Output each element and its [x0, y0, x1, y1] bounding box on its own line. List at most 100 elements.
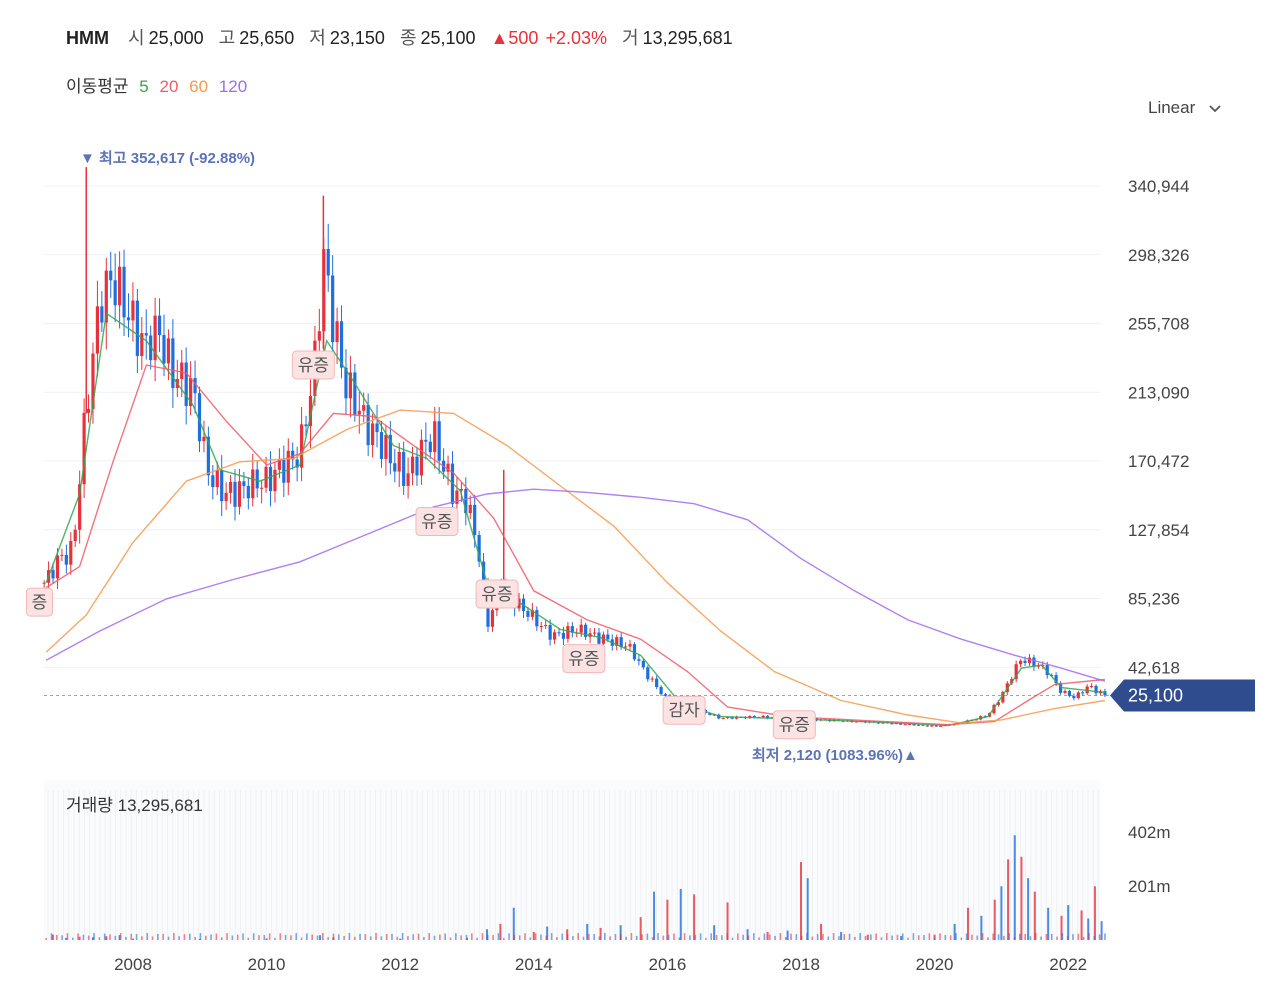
- candle-body[interactable]: [419, 439, 424, 476]
- candle-body[interactable]: [366, 405, 370, 446]
- volume-bar[interactable]: [1047, 907, 1050, 940]
- candle-body[interactable]: [708, 713, 712, 715]
- candle-body[interactable]: [1058, 683, 1063, 693]
- candle-body[interactable]: [766, 715, 770, 719]
- candle-body[interactable]: [304, 424, 308, 427]
- candle-body[interactable]: [428, 441, 432, 453]
- candle-body[interactable]: [730, 717, 734, 719]
- candle-body[interactable]: [912, 724, 916, 726]
- volume-bar[interactable]: [666, 899, 669, 940]
- candle-body[interactable]: [126, 317, 131, 321]
- candle-body[interactable]: [344, 367, 348, 399]
- candle-body[interactable]: [490, 610, 495, 627]
- candle-body[interactable]: [260, 487, 264, 489]
- candle-body[interactable]: [118, 266, 122, 306]
- candle-body[interactable]: [1014, 664, 1018, 680]
- volume-bar[interactable]: [499, 923, 502, 940]
- candle-body[interactable]: [526, 610, 530, 617]
- candle-body[interactable]: [570, 626, 574, 633]
- candle-body[interactable]: [291, 450, 295, 460]
- candle-body[interactable]: [64, 554, 68, 565]
- candle-body[interactable]: [1063, 690, 1067, 693]
- candle-body[interactable]: [974, 719, 978, 721]
- candle-body[interactable]: [100, 306, 104, 323]
- candle-body[interactable]: [353, 372, 357, 415]
- candle-body[interactable]: [388, 434, 392, 464]
- candle-body[interactable]: [641, 660, 645, 668]
- volume-bar[interactable]: [1020, 856, 1023, 940]
- candle-body[interactable]: [402, 451, 406, 486]
- candle-body[interactable]: [663, 694, 668, 696]
- candle-body[interactable]: [424, 439, 428, 442]
- volume-bar[interactable]: [1013, 835, 1016, 940]
- candle-body[interactable]: [925, 725, 930, 727]
- candle-body[interactable]: [890, 723, 894, 725]
- candle-body[interactable]: [1045, 665, 1049, 676]
- volume-bar[interactable]: [713, 925, 716, 940]
- candle-body[interactable]: [410, 456, 415, 474]
- candle-body[interactable]: [548, 625, 552, 640]
- candle-body[interactable]: [623, 646, 628, 648]
- candle-body[interactable]: [544, 625, 548, 627]
- candle-body[interactable]: [202, 436, 206, 442]
- candle-body[interactable]: [646, 667, 650, 680]
- volume-bar[interactable]: [953, 923, 956, 940]
- ma-120-label[interactable]: 120: [218, 77, 248, 96]
- candle-body[interactable]: [299, 424, 304, 468]
- candle-body[interactable]: [1103, 691, 1107, 696]
- candle-body[interactable]: [384, 434, 388, 459]
- candle-body[interactable]: [535, 610, 539, 627]
- volume-bar[interactable]: [866, 934, 869, 940]
- candle-body[interactable]: [721, 718, 725, 720]
- candle-body[interactable]: [55, 555, 60, 579]
- volume-bar[interactable]: [512, 907, 515, 940]
- candle-body[interactable]: [339, 321, 344, 368]
- candle-body[interactable]: [459, 488, 463, 491]
- candle-body[interactable]: [224, 492, 228, 502]
- candle-body[interactable]: [1001, 692, 1005, 703]
- candle-body[interactable]: [557, 632, 561, 634]
- candle-body[interactable]: [628, 644, 632, 647]
- candle-body[interactable]: [606, 634, 610, 640]
- candle-body[interactable]: [228, 481, 233, 493]
- candle-body[interactable]: [1081, 692, 1085, 694]
- candle-body[interactable]: [370, 423, 375, 446]
- candle-body[interactable]: [51, 570, 55, 579]
- candle-body[interactable]: [597, 632, 601, 644]
- candle-body[interactable]: [237, 481, 242, 507]
- candle-body[interactable]: [903, 724, 907, 726]
- candle-body[interactable]: [619, 637, 623, 648]
- candle-body[interactable]: [1072, 695, 1076, 699]
- candle-body[interactable]: [86, 408, 91, 413]
- volume-bar[interactable]: [91, 937, 94, 940]
- volume-bar[interactable]: [933, 934, 936, 940]
- volume-bar[interactable]: [1067, 905, 1070, 940]
- candle-body[interactable]: [397, 451, 401, 472]
- candle-body[interactable]: [632, 644, 637, 660]
- volume-bar[interactable]: [679, 888, 682, 940]
- volume-bar[interactable]: [1060, 915, 1063, 940]
- candle-body[interactable]: [579, 624, 583, 633]
- candle-body[interactable]: [273, 469, 277, 492]
- candle-body[interactable]: [153, 315, 157, 361]
- candle-body[interactable]: [1094, 685, 1098, 694]
- candle-body[interactable]: [477, 535, 481, 562]
- candle-body[interactable]: [726, 717, 730, 719]
- candle-body[interactable]: [220, 470, 224, 502]
- candle-body[interactable]: [1019, 660, 1023, 665]
- candle-body[interactable]: [331, 275, 335, 343]
- candle-body[interactable]: [95, 306, 100, 354]
- candle-body[interactable]: [166, 338, 171, 364]
- candle-body[interactable]: [135, 300, 139, 356]
- volume-bar[interactable]: [65, 937, 68, 940]
- candle-body[interactable]: [908, 724, 912, 726]
- candle-body[interactable]: [375, 423, 379, 433]
- candle-body[interactable]: [246, 485, 250, 499]
- candle-body[interactable]: [215, 470, 219, 488]
- candle-body[interactable]: [42, 582, 46, 584]
- candle-body[interactable]: [446, 463, 450, 472]
- volume-bar[interactable]: [1087, 918, 1090, 940]
- volume-bar[interactable]: [78, 936, 81, 940]
- candle-body[interactable]: [761, 715, 765, 718]
